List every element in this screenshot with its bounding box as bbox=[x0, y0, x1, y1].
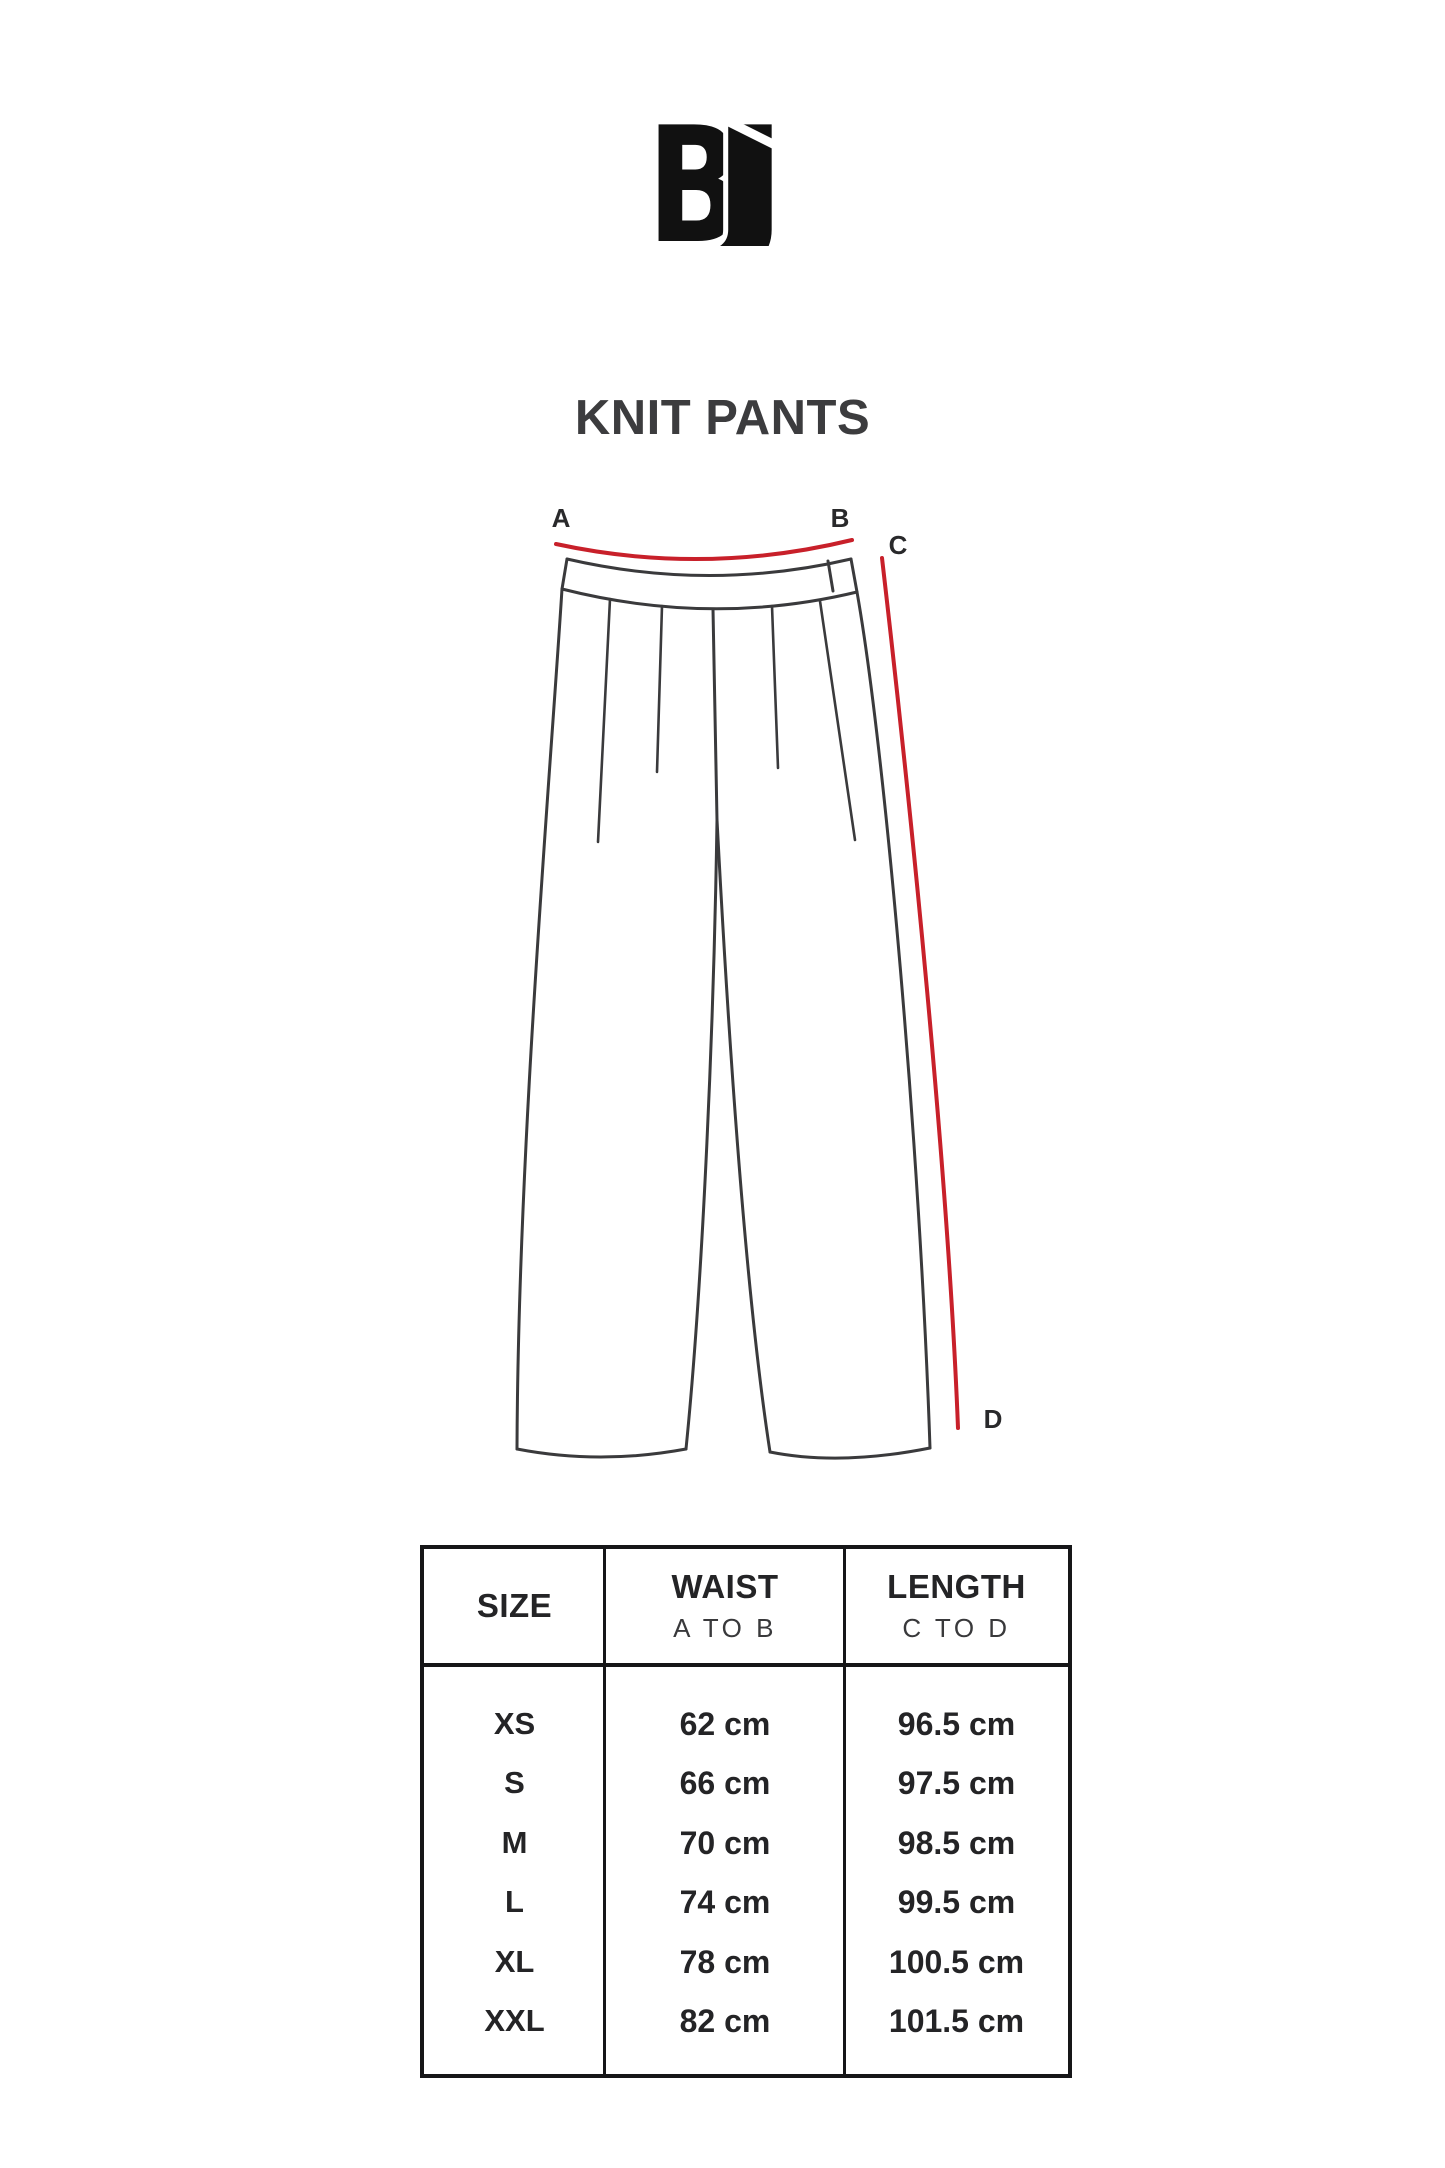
size-chart-header: SIZE WAIST A TO B LENGTH C TO D bbox=[424, 1549, 1068, 1663]
length-cell: 96.5 cm bbox=[897, 1706, 1016, 1742]
header-length: LENGTH C TO D bbox=[845, 1549, 1068, 1663]
header-size: SIZE bbox=[424, 1549, 605, 1663]
column-divider bbox=[603, 1549, 606, 2074]
size-cell: XS bbox=[493, 1706, 536, 1741]
length-measure-line bbox=[880, 556, 960, 1430]
waist-measure-line bbox=[554, 538, 854, 562]
page-title: KNIT PANTS bbox=[574, 391, 871, 445]
column-divider bbox=[843, 1549, 846, 2074]
waist-cell: 70 cm bbox=[679, 1824, 771, 1861]
length-cell: 99.5 cm bbox=[897, 1884, 1016, 1921]
length-cell: 100.5 cm bbox=[888, 1943, 1025, 1980]
waist-cell: 78 cm bbox=[679, 1943, 771, 1980]
pants-outline bbox=[515, 557, 932, 1460]
marker-d: D bbox=[984, 1404, 1003, 1434]
length-cell: 97.5 cm bbox=[897, 1765, 1016, 1802]
header-length-sublabel: C TO D bbox=[902, 1613, 1011, 1643]
waist-cell: 82 cm bbox=[679, 2002, 771, 2039]
table-row: XS 62 cm 96.5 cm bbox=[424, 1705, 1068, 1743]
marker-a: A bbox=[552, 503, 571, 533]
size-cell: XL bbox=[494, 1943, 535, 1979]
header-waist-sublabel: A TO B bbox=[673, 1613, 777, 1643]
waist-cell: 66 cm bbox=[679, 1765, 771, 1802]
length-cell: 98.5 cm bbox=[897, 1824, 1016, 1861]
header-length-label: LENGTH bbox=[887, 1568, 1026, 1605]
size-chart-table: SIZE WAIST A TO B LENGTH C TO D XS 62 cm… bbox=[420, 1545, 1072, 2078]
table-row: M 70 cm 98.5 cm bbox=[424, 1824, 1068, 1862]
table-row: L 74 cm 99.5 cm bbox=[424, 1883, 1068, 1921]
pants-diagram: A B C D bbox=[515, 503, 1003, 1460]
marker-c: C bbox=[889, 530, 908, 560]
size-cell: S bbox=[504, 1765, 525, 1801]
table-row: S 66 cm 97.5 cm bbox=[424, 1764, 1068, 1802]
size-chart-body: XS 62 cm 96.5 cm S 66 cm 97.5 cm M 70 cm… bbox=[424, 1667, 1068, 2074]
size-cell: L bbox=[505, 1884, 524, 1920]
logo-letter-j: J bbox=[694, 122, 793, 246]
header-divider bbox=[424, 1663, 1068, 1667]
logo-letter-b: B bbox=[651, 122, 743, 246]
logo-slash bbox=[718, 122, 793, 159]
header-size-label: SIZE bbox=[476, 1587, 553, 1624]
brand-logo: B J bbox=[651, 122, 793, 246]
length-cell: 101.5 cm bbox=[888, 2002, 1025, 2039]
size-cell: M bbox=[501, 1824, 528, 1860]
size-cell: XXL bbox=[484, 2002, 545, 2038]
table-row: XL 78 cm 100.5 cm bbox=[424, 1943, 1068, 1981]
header-waist-label: WAIST bbox=[671, 1568, 779, 1605]
waist-cell: 74 cm bbox=[679, 1884, 771, 1921]
waist-cell: 62 cm bbox=[679, 1706, 771, 1742]
header-waist: WAIST A TO B bbox=[605, 1549, 845, 1663]
table-row: XXL 82 cm 101.5 cm bbox=[424, 2002, 1068, 2040]
marker-b: B bbox=[831, 503, 850, 533]
